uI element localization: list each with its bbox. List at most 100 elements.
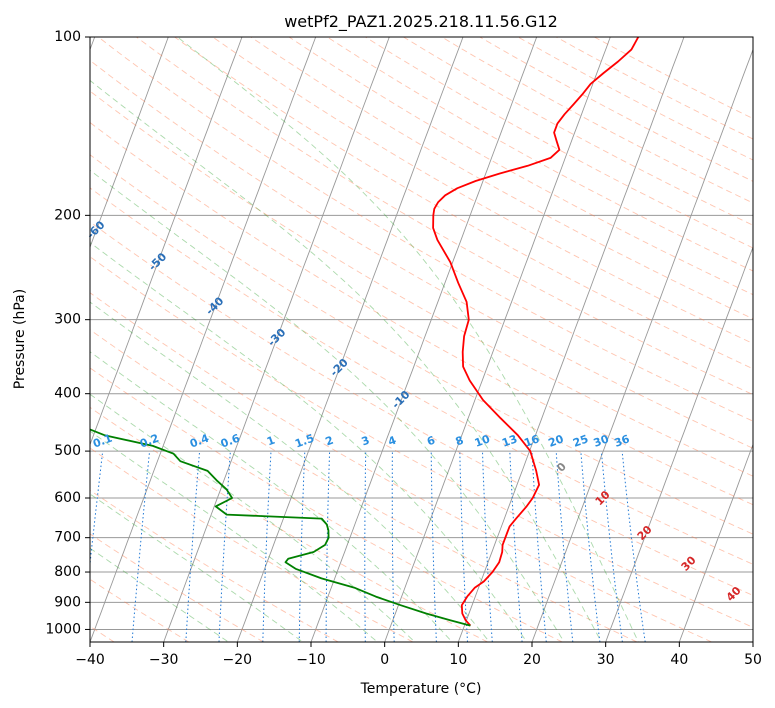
mixing-ratio-line (218, 451, 231, 642)
dry-adiabat-line (288, 37, 753, 296)
x-tick-label: −20 (223, 652, 253, 668)
dry-adiabat-line (136, 37, 753, 396)
moist-adiabat-line (90, 351, 453, 642)
isotherm-label: -30 (265, 326, 288, 349)
mixing-ratio-label: 16 (522, 432, 541, 450)
dry-adiabat-line (174, 37, 753, 370)
background-lines (90, 37, 753, 642)
mixing-ratio-label: 6 (425, 434, 437, 449)
dry-adiabat-line (90, 406, 488, 642)
mixing-ratio-line (364, 451, 367, 642)
mixing-ratio-label: 0.2 (138, 432, 161, 451)
dry-adiabat-line (212, 37, 753, 344)
dry-adiabat-line (90, 121, 753, 506)
mixing-ratio-line (600, 451, 623, 642)
line-labels: -60-50-40-30-20-100.1 0.2 0.4 0.6 1 1.5 2 3 4 6 8 1… (84, 218, 744, 604)
moist-adiabat-label: 30 (679, 553, 699, 573)
mixing-ratio-line (185, 451, 201, 642)
x-tick-label: −30 (149, 652, 179, 668)
temperature-profile (432, 37, 640, 627)
isotherm-line (457, 37, 685, 642)
y-tick-label: 200 (54, 207, 81, 223)
mixing-ratio-label: 30 (592, 432, 611, 450)
x-tick-label: 40 (670, 652, 688, 668)
mixing-ratio-line (391, 451, 395, 642)
mixing-ratio-label: 0.4 (188, 432, 211, 451)
isotherm-label: -20 (328, 356, 351, 379)
dry-adiabat-line (441, 37, 753, 204)
y-tick-label: 600 (54, 490, 81, 506)
sounding-profiles (90, 37, 640, 627)
mixing-ratio-line (621, 451, 646, 642)
y-tick-label: 300 (54, 312, 81, 328)
dry-adiabat-line (90, 292, 712, 642)
y-tick-label: 500 (54, 443, 81, 459)
dry-adiabat-line (98, 37, 753, 422)
y-tick-label: 800 (54, 564, 81, 580)
isotherm-line (678, 443, 753, 642)
isotherm-line (90, 37, 243, 446)
moist-adiabat-line (90, 301, 491, 642)
isotherm-line (90, 37, 169, 249)
moist-adiabat-line (90, 393, 416, 642)
mixing-ratio-label: 8 (454, 434, 466, 449)
mixing-ratio-label: 0.6 (219, 432, 242, 451)
moist-adiabat-label: 40 (724, 584, 744, 604)
dry-adiabat-line (90, 489, 339, 642)
moist-adiabat-line (90, 79, 602, 642)
mixing-ratio-line (555, 451, 574, 642)
mixing-ratio-label: 13 (500, 432, 519, 449)
dry-adiabat-line (594, 37, 753, 120)
mixing-ratio-line (131, 451, 151, 642)
dry-adiabat-line (90, 329, 638, 642)
dry-adiabat-line (90, 447, 414, 642)
mixing-ratio-label: 1 (265, 434, 277, 449)
isotherm-label: -10 (389, 388, 412, 411)
moist-adiabat-line (90, 493, 304, 642)
moist-adiabat-line (90, 547, 230, 642)
moist-adiabat-label: 20 (635, 523, 655, 543)
mixing-ratio-label: 36 (613, 432, 632, 450)
dry-adiabat-line (90, 533, 264, 642)
y-tick-label: 100 (54, 29, 81, 45)
dry-adiabat-line (479, 37, 753, 182)
mixing-ratio-line (531, 451, 547, 642)
dry-adiabat-line (90, 256, 753, 628)
dry-adiabat-line (90, 221, 753, 596)
isotherm-line (163, 37, 390, 642)
chart-title: wetPf2_PAZ1.2025.218.11.56.G12 (284, 12, 558, 32)
y-axis-label: Pressure (hPa) (12, 289, 28, 389)
isotherm-label: -50 (146, 250, 169, 273)
x-tick-label: 10 (449, 652, 467, 668)
isotherm-line (236, 37, 464, 642)
isotherm-label: -60 (84, 218, 107, 241)
mixing-ratio-line (482, 451, 493, 642)
moist-adiabat-line (177, 37, 639, 642)
isotherm-line (752, 640, 753, 642)
y-tick-label: 900 (54, 594, 81, 610)
axis-ticks: −40 −30 −20 −10 0 10 20 30 40 5010020030040050060… (45, 29, 762, 668)
x-axis-label: Temperature (°C) (360, 681, 482, 697)
plot-frame (89, 36, 754, 643)
moist-adiabat-line (90, 242, 528, 642)
mixing-ratio-line (459, 451, 468, 642)
mixing-ratio-label: 25 (571, 432, 590, 449)
y-tick-label: 1000 (45, 621, 81, 637)
isotherm-line (310, 37, 538, 642)
mixing-ratio-label: 4 (386, 434, 398, 449)
dry-adiabat-line (90, 187, 753, 565)
isotherm-line (384, 37, 611, 642)
x-tick-label: 20 (523, 652, 541, 668)
mixing-ratio-label: 0.1 (91, 432, 114, 451)
x-tick-label: 0 (380, 652, 389, 668)
dry-adiabat-line (90, 59, 753, 449)
isotherm-line (605, 245, 753, 642)
dewpoint-profile (90, 428, 471, 627)
isotherm-line (90, 37, 317, 642)
mixing-ratio-line (90, 451, 104, 569)
x-tick-label: −40 (75, 652, 105, 668)
moist-adiabat-line (90, 430, 378, 642)
dry-adiabat-line (403, 37, 753, 226)
dry-adiabat-line (250, 37, 753, 320)
